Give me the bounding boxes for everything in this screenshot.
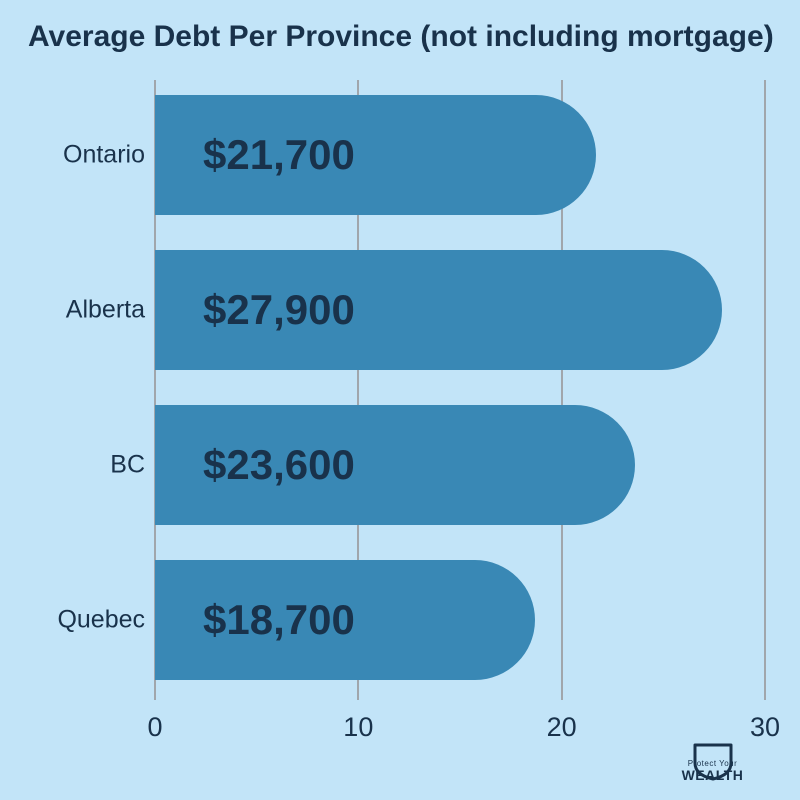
chart-title: Average Debt Per Province (not including… [28,20,774,54]
x-tick-label: 30 [750,712,780,743]
category-label: Alberta [0,296,145,325]
bar: $27,900 [155,250,722,370]
category-labels: Ontario Alberta BC Quebec [0,80,155,700]
category-label: Quebec [0,606,145,635]
bar-value-label: $27,900 [203,286,355,334]
category-label: BC [0,451,145,480]
x-tick-label: 20 [547,712,577,743]
x-tick-label: 0 [147,712,162,743]
logo-wordmark: WEALTH [665,768,760,782]
bar: $21,700 [155,95,596,215]
x-tick-label: 10 [343,712,373,743]
bar-value-label: $18,700 [203,596,355,644]
bar-value-label: $21,700 [203,131,355,179]
bar: $18,700 [155,560,535,680]
plot-area: $21,700 $27,900 $23,600 $18,700 [155,80,765,700]
bar-value-label: $23,600 [203,441,355,489]
brand-logo: Protect Your WEALTH [665,741,760,782]
bars-layer: $21,700 $27,900 $23,600 $18,700 [155,80,765,700]
category-label: Ontario [0,141,145,170]
bar: $23,600 [155,405,635,525]
